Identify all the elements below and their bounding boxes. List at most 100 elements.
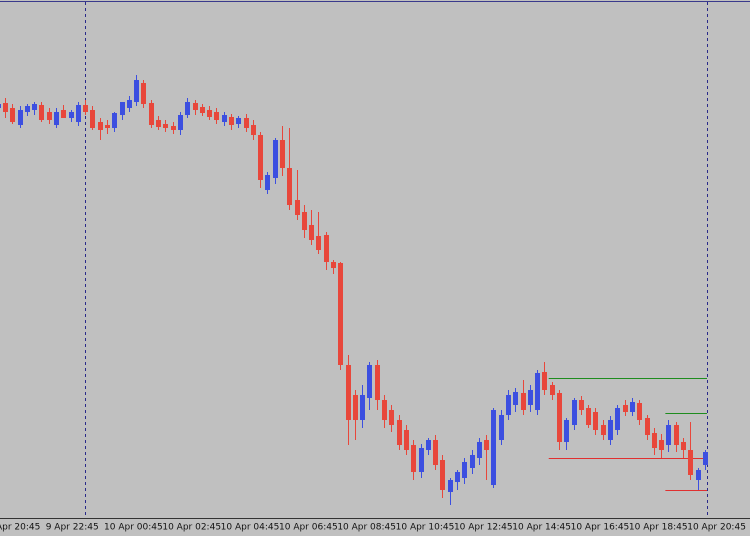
- candle-body: [564, 420, 569, 442]
- candle-body: [688, 450, 693, 475]
- candle-body: [236, 118, 241, 124]
- candle-body: [491, 410, 496, 485]
- candle-body: [141, 83, 146, 104]
- candle-body: [178, 115, 183, 130]
- x-tick-label: 9 Apr 22:45: [46, 523, 99, 533]
- candle-body: [185, 102, 190, 115]
- candle-body: [404, 430, 409, 450]
- candle-body: [455, 472, 460, 482]
- candle-body: [470, 455, 475, 468]
- x-tick-label: 10 Apr 00:45: [104, 523, 163, 533]
- candle-body: [346, 365, 351, 420]
- candle-body: [659, 440, 664, 450]
- candle-body: [83, 105, 88, 112]
- candle-body: [462, 462, 467, 478]
- candle-body: [171, 126, 176, 130]
- candle-body: [214, 112, 219, 120]
- x-tick-label: 9 Apr 20:45: [0, 523, 40, 533]
- x-tick-label: 10 Apr 06:45: [279, 523, 338, 533]
- candle-body: [353, 395, 358, 420]
- candle-body: [645, 418, 650, 435]
- candle-body: [506, 395, 511, 415]
- candle-body: [193, 103, 198, 110]
- x-tick-label: 10 Apr 14:45: [512, 523, 571, 533]
- candle-body: [389, 410, 394, 425]
- candle-body: [134, 80, 139, 102]
- candle-body: [528, 390, 533, 405]
- candle-body: [448, 480, 453, 492]
- candle-body: [156, 120, 161, 127]
- candle-body: [572, 400, 577, 425]
- candle-body: [207, 110, 212, 117]
- candle-body: [69, 112, 74, 118]
- candle-body: [98, 122, 103, 130]
- candle-body: [630, 402, 635, 412]
- candle-body: [338, 263, 343, 365]
- x-tick-label: 10 Apr 08:45: [337, 523, 396, 533]
- candle-body: [295, 200, 300, 215]
- candle-body: [615, 408, 620, 430]
- candle-body: [309, 225, 314, 240]
- candle-body: [579, 400, 584, 410]
- x-tick-label: 10 Apr 18:45: [629, 523, 688, 533]
- candle-body: [360, 395, 365, 420]
- candle-body: [120, 102, 125, 115]
- candle-body: [411, 445, 416, 472]
- candle-body: [76, 105, 81, 122]
- candle-body: [54, 112, 59, 125]
- candle-body: [557, 393, 562, 442]
- candle-body: [542, 372, 547, 390]
- candle-body: [382, 400, 387, 420]
- candle-body: [535, 373, 540, 410]
- candle-body: [652, 433, 657, 448]
- candle-body: [149, 103, 154, 125]
- candle-body: [674, 425, 679, 445]
- candle-body: [316, 236, 321, 250]
- candle-body: [302, 212, 307, 230]
- candle-body: [90, 110, 95, 128]
- x-tick-label: 10 Apr 10:45: [396, 523, 455, 533]
- candle-body: [666, 425, 671, 445]
- candle-body: [608, 420, 613, 440]
- candle-body: [703, 452, 708, 465]
- candle-body: [433, 440, 438, 465]
- candle-body: [550, 385, 555, 395]
- candle-body: [18, 110, 23, 125]
- candle-body: [105, 125, 110, 128]
- candle-body: [0, 104, 1, 108]
- candle-body: [440, 460, 445, 490]
- candle-body: [521, 393, 526, 410]
- candle-body: [39, 105, 44, 120]
- candle-body: [681, 442, 686, 450]
- candle-body: [61, 110, 66, 118]
- candle-body: [484, 440, 489, 450]
- candle-body: [280, 140, 285, 168]
- candle-body: [244, 118, 249, 128]
- candle-body: [586, 408, 591, 425]
- candle-body: [513, 392, 518, 405]
- candle-body: [163, 124, 168, 128]
- x-tick-label: 10 Apr 12:45: [454, 523, 513, 533]
- candle-body: [367, 365, 372, 398]
- x-tick-label: 10 Apr 02:45: [162, 523, 221, 533]
- candle-body: [397, 420, 402, 445]
- candle-body: [593, 412, 598, 430]
- candle-body: [10, 108, 15, 122]
- x-tick-label: 10 Apr 20:45: [687, 523, 746, 533]
- x-tick-label: 10 Apr 16:45: [571, 523, 630, 533]
- candle-body: [331, 262, 336, 268]
- candle-body: [222, 115, 227, 122]
- candle-body: [3, 103, 8, 112]
- candle-body: [273, 140, 278, 178]
- candle-body: [229, 117, 234, 125]
- candle-body: [200, 107, 205, 113]
- candle-body: [265, 175, 270, 190]
- candle-body: [127, 100, 132, 108]
- candle-body: [477, 442, 482, 458]
- candle-body: [601, 425, 606, 435]
- candle-body: [499, 415, 504, 440]
- candle-body: [258, 135, 263, 180]
- candle-body: [32, 104, 37, 110]
